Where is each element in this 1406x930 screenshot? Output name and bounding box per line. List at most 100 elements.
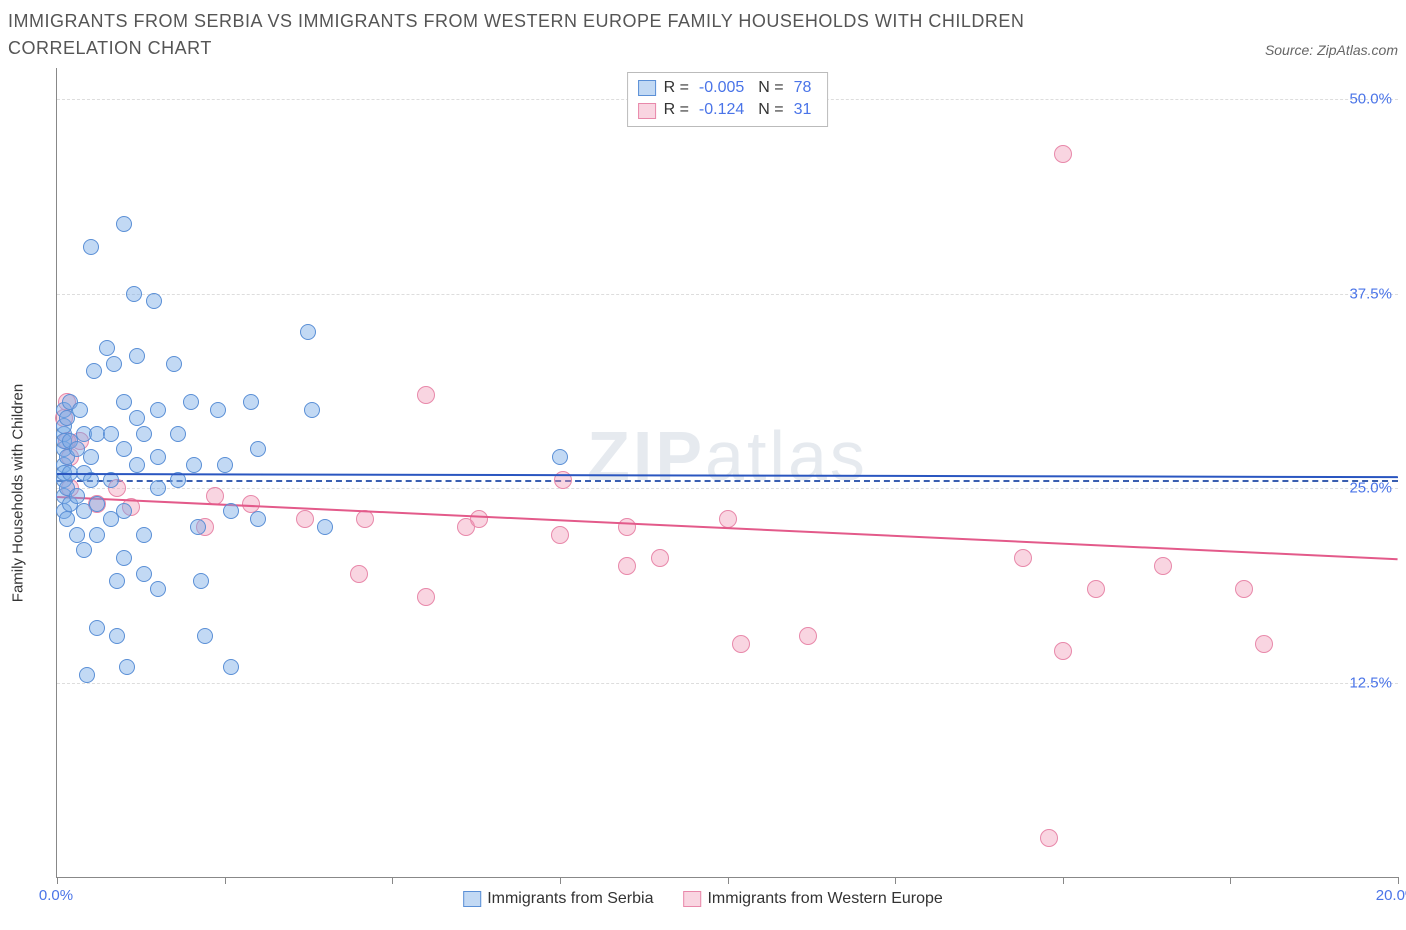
data-point-western xyxy=(417,386,435,404)
gridline-h xyxy=(57,683,1398,684)
reference-line xyxy=(57,480,1398,482)
x-tick xyxy=(57,877,58,884)
x-tick xyxy=(1230,877,1231,884)
stats-legend: R = -0.005 N = 78 R = -0.124 N = 31 xyxy=(627,72,829,127)
y-tick-label: 37.5% xyxy=(1349,285,1392,302)
data-point-serbia xyxy=(99,340,115,356)
data-point-western xyxy=(417,588,435,606)
data-point-serbia xyxy=(552,449,568,465)
y-tick-label: 12.5% xyxy=(1349,674,1392,691)
data-point-serbia xyxy=(250,441,266,457)
data-point-serbia xyxy=(116,550,132,566)
data-point-serbia xyxy=(72,402,88,418)
data-point-serbia xyxy=(59,511,75,527)
swatch-serbia-icon xyxy=(463,891,481,907)
data-point-western xyxy=(1054,145,1072,163)
data-point-western xyxy=(732,635,750,653)
data-point-serbia xyxy=(116,394,132,410)
data-point-serbia xyxy=(119,659,135,675)
plot-area: ZIPatlas R = -0.005 N = 78 R = -0.124 N … xyxy=(56,68,1398,878)
data-point-serbia xyxy=(129,410,145,426)
data-point-western xyxy=(1087,580,1105,598)
data-point-serbia xyxy=(86,363,102,379)
data-point-serbia xyxy=(106,356,122,372)
data-point-serbia xyxy=(250,511,266,527)
data-point-serbia xyxy=(69,527,85,543)
data-point-serbia xyxy=(186,457,202,473)
data-point-serbia xyxy=(116,441,132,457)
x-tick xyxy=(1063,877,1064,884)
data-point-serbia xyxy=(116,216,132,232)
data-point-serbia xyxy=(109,628,125,644)
data-point-serbia xyxy=(223,659,239,675)
data-point-serbia xyxy=(150,480,166,496)
data-point-serbia xyxy=(83,239,99,255)
x-tick xyxy=(225,877,226,884)
data-point-serbia xyxy=(197,628,213,644)
data-point-serbia xyxy=(89,620,105,636)
data-point-serbia xyxy=(129,348,145,364)
source-attribution: Source: ZipAtlas.com xyxy=(1265,42,1398,62)
data-point-serbia xyxy=(193,573,209,589)
x-tick-label: 0.0% xyxy=(39,887,73,904)
data-point-serbia xyxy=(109,573,125,589)
y-tick-label: 50.0% xyxy=(1349,91,1392,108)
data-point-serbia xyxy=(183,394,199,410)
trend-line-western xyxy=(57,496,1398,560)
data-point-serbia xyxy=(150,402,166,418)
swatch-serbia xyxy=(638,80,656,96)
data-point-western xyxy=(651,549,669,567)
x-tick xyxy=(560,877,561,884)
data-point-western xyxy=(470,510,488,528)
data-point-serbia xyxy=(136,566,152,582)
data-point-serbia xyxy=(126,286,142,302)
data-point-serbia xyxy=(116,503,132,519)
data-point-western xyxy=(618,557,636,575)
data-point-serbia xyxy=(300,324,316,340)
data-point-serbia xyxy=(79,667,95,683)
trend-line-serbia xyxy=(57,473,1398,478)
x-tick xyxy=(895,877,896,884)
chart-title: IMMIGRANTS FROM SERBIA VS IMMIGRANTS FRO… xyxy=(8,8,1108,62)
x-tick xyxy=(1398,877,1399,884)
legend-item-western: Immigrants from Western Europe xyxy=(683,890,942,908)
x-tick xyxy=(728,877,729,884)
x-tick xyxy=(392,877,393,884)
data-point-serbia xyxy=(129,457,145,473)
data-point-serbia xyxy=(190,519,206,535)
data-point-western xyxy=(1235,580,1253,598)
data-point-serbia xyxy=(243,394,259,410)
gridline-h xyxy=(57,488,1398,489)
data-point-western xyxy=(719,510,737,528)
data-point-western xyxy=(242,495,260,513)
gridline-h xyxy=(57,294,1398,295)
stats-row-serbia: R = -0.005 N = 78 xyxy=(638,77,818,99)
x-tick-label: 20.0% xyxy=(1376,887,1406,904)
data-point-serbia xyxy=(304,402,320,418)
data-point-western xyxy=(799,627,817,645)
data-point-western xyxy=(1054,642,1072,660)
data-point-serbia xyxy=(170,426,186,442)
stats-row-western: R = -0.124 N = 31 xyxy=(638,99,818,121)
data-point-western xyxy=(350,565,368,583)
data-point-serbia xyxy=(150,449,166,465)
data-point-serbia xyxy=(136,527,152,543)
data-point-western xyxy=(296,510,314,528)
data-point-serbia xyxy=(136,426,152,442)
data-point-western xyxy=(618,518,636,536)
y-axis-label: Family Households with Children xyxy=(10,384,27,602)
bottom-legend: Immigrants from Serbia Immigrants from W… xyxy=(463,890,943,908)
data-point-western xyxy=(1255,635,1273,653)
correlation-chart: Family Households with Children ZIPatlas… xyxy=(8,68,1398,918)
data-point-western xyxy=(551,526,569,544)
data-point-serbia xyxy=(89,496,105,512)
swatch-western-icon xyxy=(683,891,701,907)
data-point-serbia xyxy=(69,488,85,504)
data-point-serbia xyxy=(150,581,166,597)
data-point-serbia xyxy=(103,426,119,442)
watermark: ZIPatlas xyxy=(587,416,868,496)
legend-label-serbia: Immigrants from Serbia xyxy=(487,890,653,908)
data-point-western xyxy=(1154,557,1172,575)
legend-label-western: Immigrants from Western Europe xyxy=(707,890,942,908)
swatch-western xyxy=(638,103,656,119)
